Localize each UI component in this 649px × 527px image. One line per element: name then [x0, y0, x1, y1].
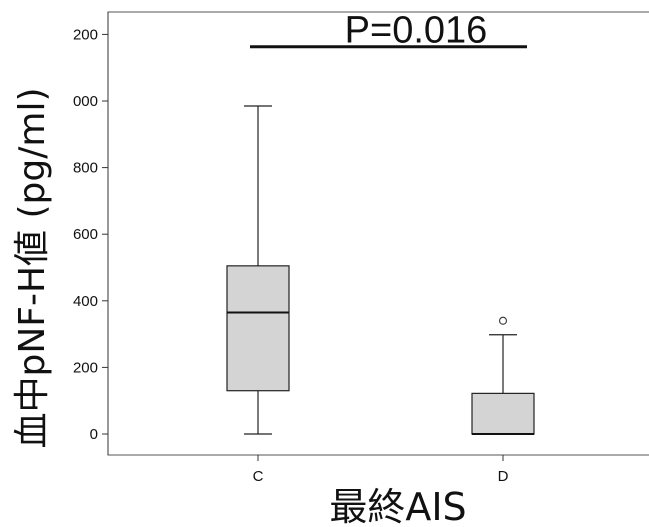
- x-axis-title: 最終AIS: [329, 485, 466, 527]
- y-tick-label: 000: [73, 93, 98, 110]
- box-series: [226, 105, 535, 435]
- y-tick-label: 200: [73, 359, 98, 376]
- significance-annotation: P=0.016: [250, 10, 527, 52]
- y-tick-label: 600: [73, 226, 98, 243]
- box-iqr: [471, 392, 535, 435]
- y-tick-label: 200: [73, 26, 98, 43]
- box-iqr: [226, 265, 290, 392]
- y-axis: 0 200 400 600 800 000 200: [73, 12, 109, 455]
- y-tick-label: 400: [73, 293, 98, 310]
- p-value-label: P=0.016: [345, 10, 488, 52]
- x-tick-label: C: [253, 468, 264, 485]
- y-axis-title: 血中pNF-H値 (pg/ml): [12, 88, 53, 449]
- outlier-point: [498, 316, 508, 325]
- y-tick-label: 800: [73, 160, 98, 177]
- x-tick-label: D: [498, 468, 509, 485]
- y-tick-label: 0: [90, 426, 98, 443]
- plot-frame: [107, 11, 649, 456]
